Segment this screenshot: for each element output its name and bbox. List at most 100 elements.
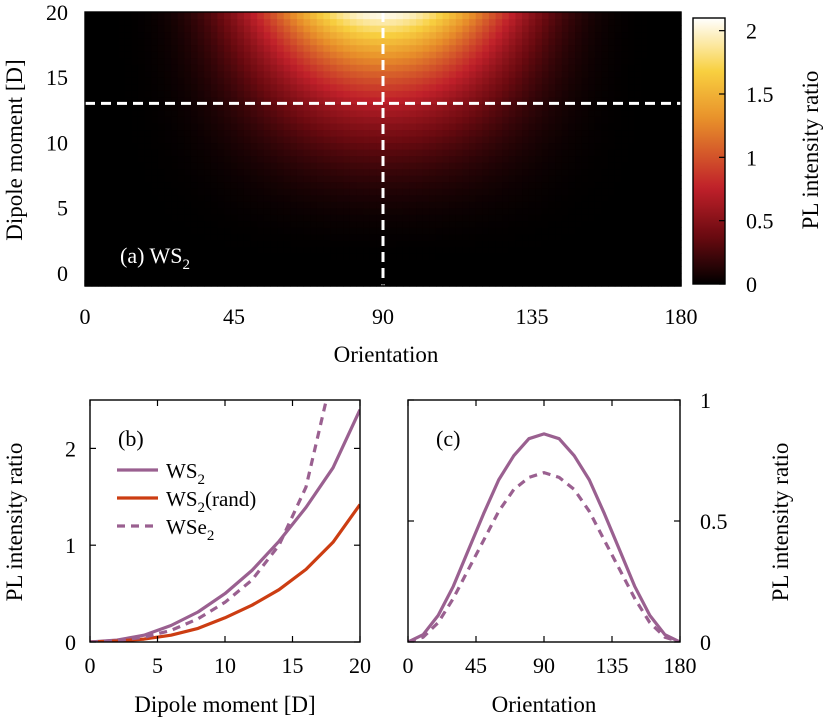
heatmap-cell (243, 149, 252, 157)
heatmap-cell (270, 272, 278, 281)
heatmap-cell (654, 233, 662, 241)
heatmap-cell (555, 266, 563, 274)
heatmap-cell (581, 135, 589, 144)
heatmap-cell (402, 214, 411, 222)
heatmap-cell (555, 96, 563, 104)
heatmap-cell (204, 64, 212, 72)
heatmap-cell (608, 227, 616, 235)
heatmap-cell (594, 207, 603, 215)
heatmap-cell (104, 253, 113, 261)
heatmap-cell (508, 220, 517, 228)
heatmap-cell (555, 135, 563, 144)
heatmap-cell (369, 220, 377, 228)
heatmap-cell (462, 175, 470, 183)
heatmap-cell (475, 279, 483, 287)
heatmap-cell (144, 194, 152, 202)
heatmap-cell (151, 188, 159, 196)
heatmap-cell (561, 83, 570, 91)
heatmap-cell (634, 149, 642, 157)
heatmap-cell (184, 103, 192, 111)
heatmap-cell (575, 246, 583, 254)
panel-c: 0 45 90 135 180 00.51 (c) Orientation PL int… (403, 388, 794, 717)
heatmap-cell (98, 155, 106, 163)
heatmap-cell (515, 116, 523, 124)
heatmap-cell (217, 64, 225, 72)
heatmap-cell (508, 149, 517, 157)
heatmap-cell (204, 103, 212, 111)
panel-c-xlabel: Orientation (492, 692, 597, 717)
heatmap-cell (628, 240, 636, 248)
heatmap-cell (137, 201, 146, 209)
heatmap-cell (303, 201, 311, 209)
heatmap-cell (290, 162, 298, 170)
heatmap-cell (310, 122, 318, 131)
heatmap-cell (535, 181, 543, 189)
heatmap-cell (482, 194, 490, 202)
heatmap-cell (469, 155, 477, 163)
heatmap-cell (230, 109, 238, 117)
heatmap-cell (144, 240, 152, 248)
heatmap-cell (402, 96, 411, 104)
heatmap-cell (250, 142, 258, 150)
heatmap-y-tick-label: 15 (46, 65, 68, 90)
heatmap-cell (111, 64, 119, 72)
heatmap-cell (137, 64, 146, 72)
heatmap-cell (204, 253, 212, 261)
heatmap-cell (614, 64, 622, 72)
heatmap-cell (257, 194, 265, 202)
heatmap-cell (270, 25, 278, 33)
heatmap-cell (290, 207, 298, 215)
heatmap-cell (144, 64, 152, 72)
heatmap-cell (588, 175, 596, 183)
heatmap-cell (488, 188, 497, 196)
heatmap-cell (628, 25, 636, 33)
heatmap-cell (502, 227, 510, 235)
heatmap-cell (647, 31, 656, 39)
heatmap-cell (151, 227, 159, 235)
heatmap-cell (462, 227, 470, 235)
heatmap-cell (581, 116, 589, 124)
heatmap-cell (548, 220, 556, 228)
heatmap-cell (561, 135, 570, 144)
heatmap-cell (356, 129, 364, 137)
heatmap-cell (210, 201, 219, 209)
heatmap-cell (555, 77, 563, 85)
heatmap-cell (296, 220, 305, 228)
heatmap-cell (488, 259, 497, 268)
heatmap-cell (210, 77, 219, 85)
heatmap-cell (283, 227, 291, 235)
heatmap-cell (230, 129, 238, 137)
heatmap-cell (508, 31, 517, 39)
heatmap-cell (661, 142, 669, 150)
heatmap-cell (124, 233, 132, 241)
heatmap-cell (469, 162, 477, 170)
heatmap-cell (614, 201, 622, 209)
heatmap-cell (601, 90, 609, 98)
heatmap-cell (316, 194, 324, 202)
heatmap-cell (310, 201, 318, 209)
heatmap-cell (283, 64, 291, 72)
heatmap-cell (416, 90, 424, 98)
heatmap-cell (323, 149, 331, 157)
heatmap-cell (614, 207, 622, 215)
heatmap-cell (316, 201, 324, 209)
heatmap-cell (277, 109, 285, 117)
heatmap-cell (555, 175, 563, 183)
heatmap-cell (190, 214, 199, 222)
heatmap-cell (575, 233, 583, 241)
heatmap-cell (310, 253, 318, 261)
heatmap-cell (588, 253, 596, 261)
heatmap-cell (409, 142, 417, 150)
heatmap-cell (416, 149, 424, 157)
heatmap-cell (363, 227, 371, 235)
heatmap-cell (475, 109, 483, 117)
heatmap-cell (416, 12, 424, 20)
heatmap-cell (250, 25, 258, 33)
heatmap-cell (124, 70, 132, 78)
heatmap-cell (190, 12, 199, 20)
heatmap-cell (349, 227, 358, 235)
heatmap-cell (330, 207, 338, 215)
heatmap-cell (588, 38, 596, 46)
heatmap-cell (144, 246, 152, 254)
heatmap-cell (647, 116, 656, 124)
